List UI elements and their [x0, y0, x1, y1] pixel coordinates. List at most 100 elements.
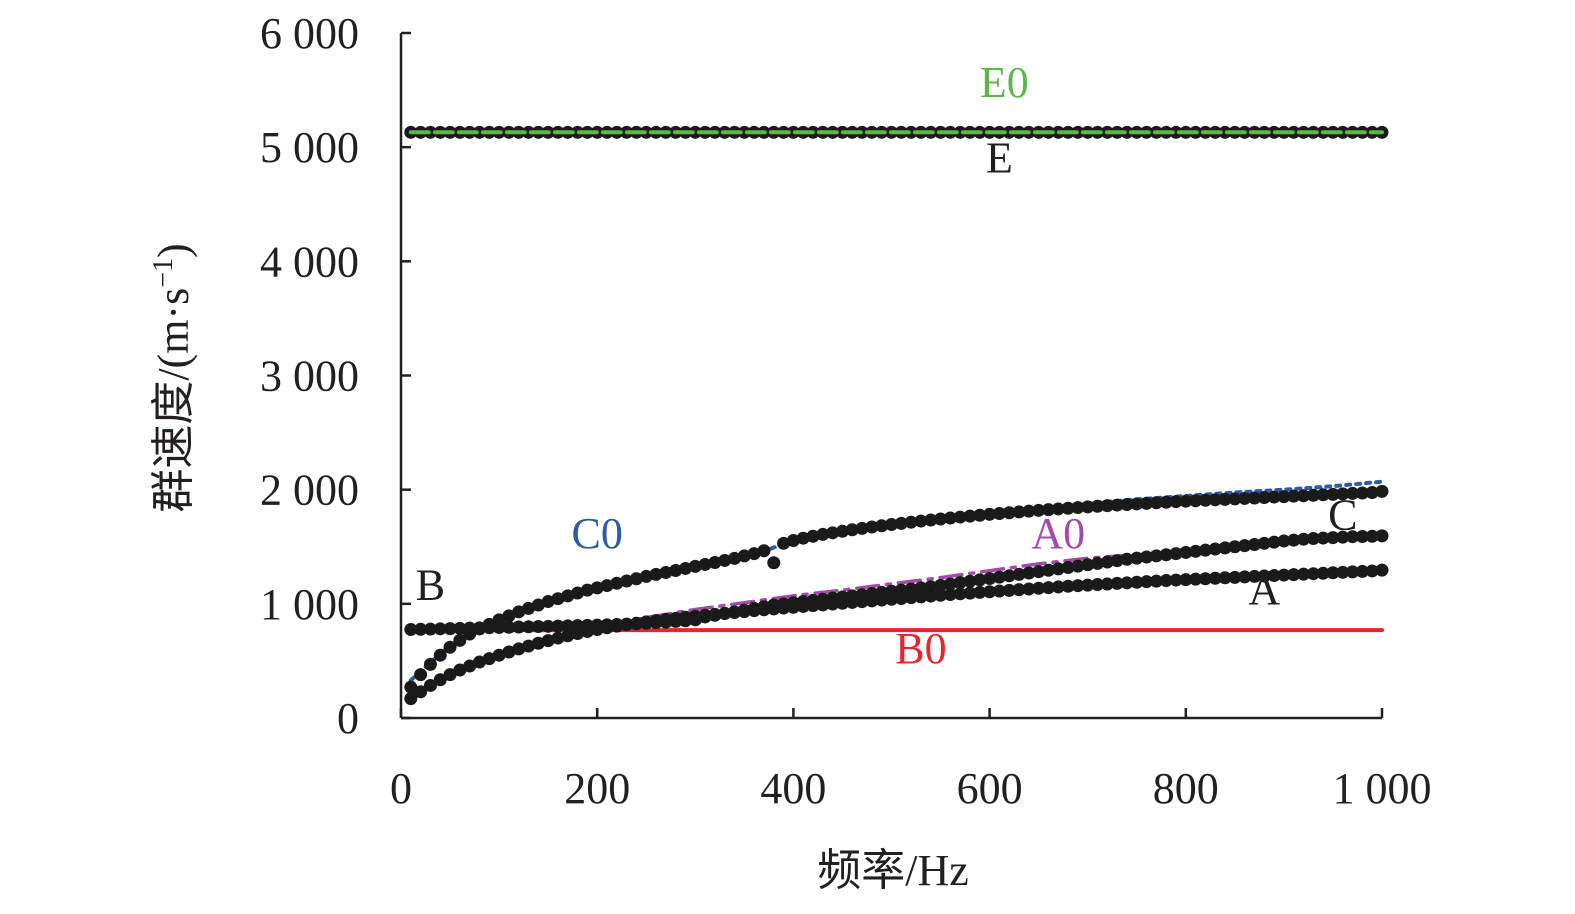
data-point [1179, 573, 1193, 587]
data-point [1169, 547, 1183, 561]
data-point [1355, 529, 1369, 543]
data-point [1375, 484, 1389, 498]
data-point [1355, 486, 1369, 500]
y-axis-title: 群速度/(m·s−1) [148, 243, 198, 512]
data-point [1159, 548, 1173, 562]
data-point [973, 573, 987, 587]
data-point [1208, 542, 1222, 556]
data-point [1120, 552, 1134, 566]
data-point [845, 589, 859, 603]
data-point [1051, 580, 1065, 594]
line-series-A0 [409, 532, 1384, 697]
data-point [551, 631, 565, 645]
data-point [522, 620, 536, 634]
data-point [757, 544, 771, 558]
data-point [1169, 573, 1183, 587]
data-point [512, 605, 526, 619]
data-point [1316, 488, 1330, 502]
data-point [767, 598, 781, 612]
measured-points [404, 125, 1389, 706]
data-point [1091, 578, 1105, 592]
data-point [659, 565, 673, 579]
data-point [885, 584, 898, 598]
ticks: 0 1 000 2 000 3 000 4 000 5 000 6 000 0 200 400 60… [260, 9, 1432, 813]
data-point [904, 582, 918, 596]
data-point [1346, 530, 1360, 544]
data-point [953, 510, 967, 524]
data-point [943, 511, 957, 525]
data-point [796, 595, 810, 609]
data-point [1051, 502, 1065, 516]
data-point [924, 580, 938, 594]
data-point [531, 598, 545, 612]
data-point [482, 617, 496, 631]
data-point [777, 536, 791, 550]
data-point [669, 563, 683, 577]
y-tick-label: 5 000 [260, 123, 359, 172]
data-point [1149, 496, 1163, 510]
data-point [678, 610, 692, 624]
data-point [835, 590, 849, 604]
data-point [453, 633, 467, 647]
data-point [983, 507, 997, 521]
data-point [1149, 549, 1163, 563]
data-point [659, 612, 673, 626]
data-point [512, 620, 526, 634]
data-point [1179, 545, 1193, 559]
data-point [649, 567, 663, 581]
data-point [1159, 574, 1173, 588]
data-point [590, 581, 604, 595]
annotation-A: A [1248, 565, 1280, 614]
data-point [1326, 487, 1340, 501]
data-point [1306, 532, 1320, 546]
data-point [1218, 541, 1232, 555]
data-point [767, 556, 781, 570]
data-point [698, 557, 712, 571]
data-point [943, 577, 957, 591]
data-point [541, 595, 555, 609]
annotation-C: C [1328, 491, 1357, 540]
data-point [1208, 571, 1222, 585]
data-point [865, 520, 879, 534]
data-point [737, 549, 751, 563]
data-point [1228, 540, 1242, 554]
data-point [1002, 569, 1016, 583]
data-point [1218, 571, 1232, 585]
data-point [1032, 503, 1046, 517]
data-point [934, 588, 948, 602]
x-tick-label: 200 [564, 764, 630, 813]
data-point [669, 611, 683, 625]
data-point [1140, 496, 1154, 510]
point-series-A-upper [688, 529, 1389, 626]
data-point [1041, 503, 1055, 517]
data-point [953, 587, 967, 601]
data-point [433, 622, 447, 636]
data-point [1041, 581, 1055, 595]
data-point [934, 578, 948, 592]
data-point [992, 584, 1006, 598]
data-point [1267, 569, 1281, 583]
data-point [992, 507, 1006, 521]
data-point [728, 551, 742, 565]
data-point [1022, 582, 1036, 596]
data-point [561, 629, 575, 643]
data-point [1257, 491, 1271, 505]
data-point [1012, 567, 1026, 581]
data-point [1130, 551, 1144, 565]
data-point [433, 673, 447, 687]
data-point [963, 586, 977, 600]
data-point [1120, 576, 1134, 590]
data-point [610, 576, 624, 590]
data-point [423, 678, 437, 692]
x-tick-label: 0 [390, 764, 412, 813]
y-axis-title-sup: −1 [148, 258, 179, 288]
x-tick-label: 400 [760, 764, 826, 813]
data-point [1228, 570, 1242, 584]
data-point [1336, 487, 1350, 501]
data-point [1297, 567, 1311, 581]
data-point [561, 589, 575, 603]
data-point [1071, 579, 1085, 593]
data-point [1159, 495, 1173, 509]
data-point [1130, 497, 1144, 511]
data-point [1061, 579, 1075, 593]
